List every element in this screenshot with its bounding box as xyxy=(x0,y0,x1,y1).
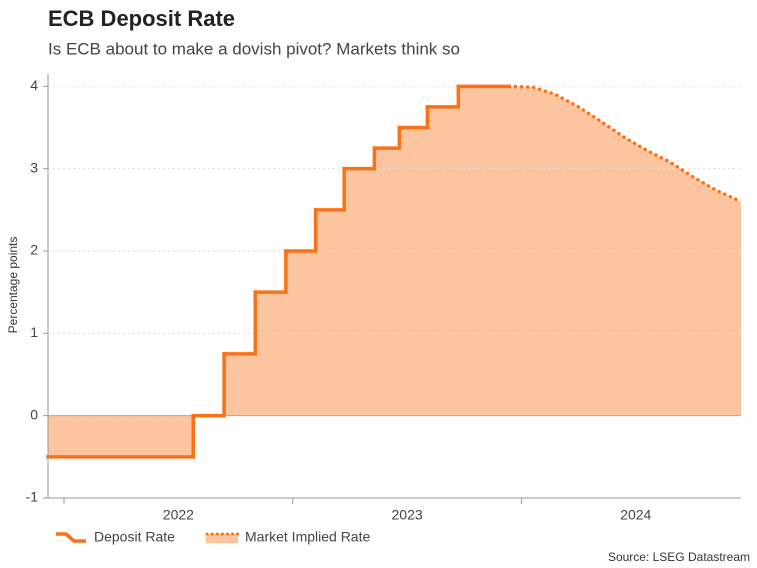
legend-label: Market Implied Rate xyxy=(245,529,370,545)
y-tick-label: 0 xyxy=(30,406,38,422)
area-fill xyxy=(48,86,741,457)
y-tick-label: 1 xyxy=(30,324,38,340)
y-tick-label: -1 xyxy=(26,489,39,505)
x-tick-label: 2024 xyxy=(620,507,651,523)
x-tick-label: 2023 xyxy=(392,507,423,523)
source: Source: LSEG Datastream xyxy=(608,550,750,564)
x-tick-label: 2022 xyxy=(163,507,194,523)
y-axis-label: Percentage points xyxy=(6,237,20,334)
legend-swatch xyxy=(206,534,238,543)
legend-label: Deposit Rate xyxy=(94,529,175,545)
legend-swatch xyxy=(56,532,86,543)
chart-title: ECB Deposit Rate xyxy=(48,6,235,31)
y-tick-label: 4 xyxy=(30,77,38,93)
y-tick-label: 2 xyxy=(30,242,38,258)
dotted-line xyxy=(507,84,743,204)
y-tick-label: 3 xyxy=(30,159,38,175)
chart-subtitle: Is ECB about to make a dovish pivot? Mar… xyxy=(48,39,460,58)
